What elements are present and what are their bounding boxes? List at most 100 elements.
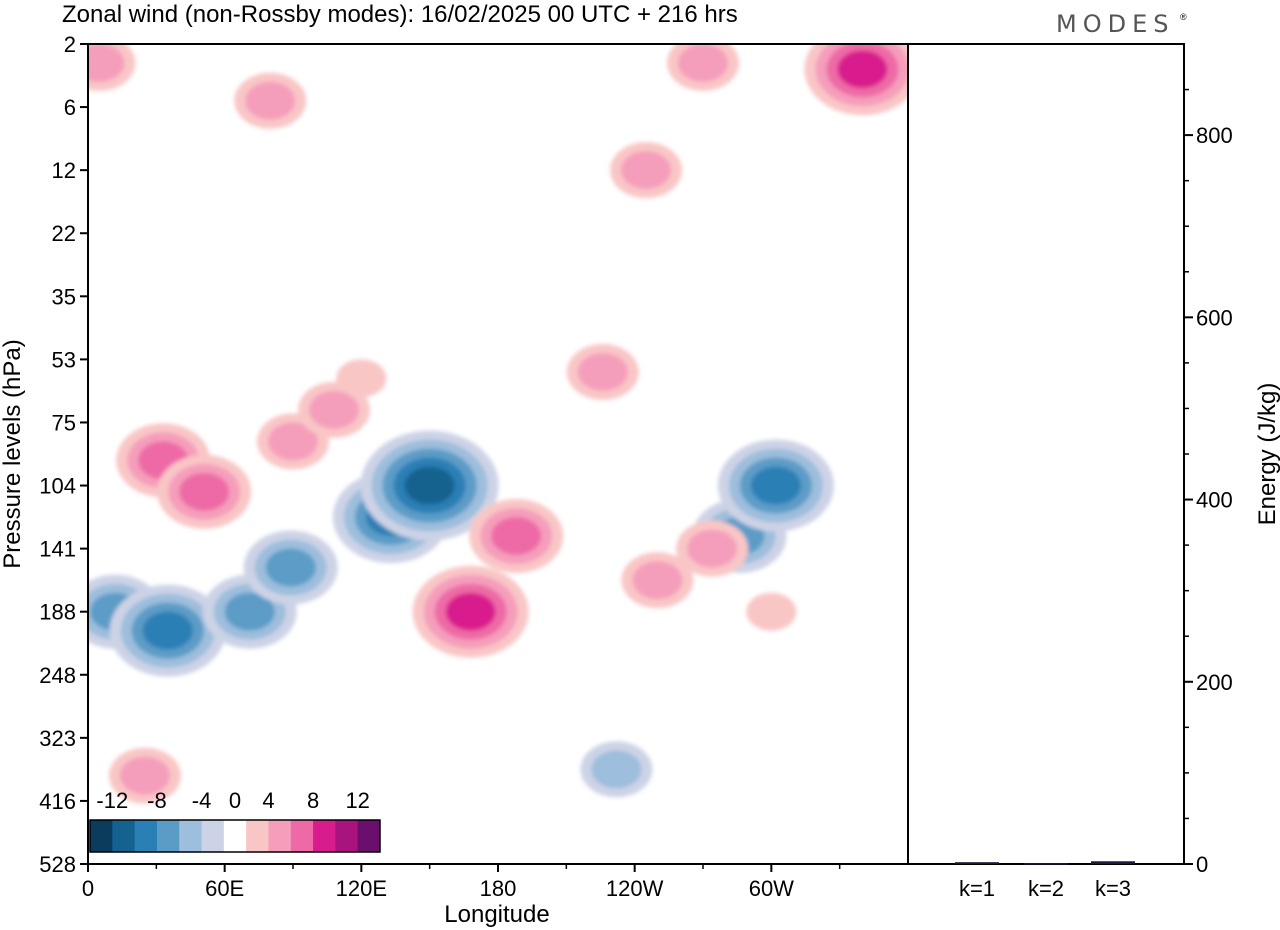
x-tick-label: 180 (480, 876, 517, 901)
contour-level (491, 517, 542, 555)
contour-feature (667, 44, 739, 91)
y-axis-label: Pressure levels (hPa) (0, 339, 26, 568)
y-tick-label: 35 (52, 284, 76, 309)
contour-level (179, 472, 230, 511)
contour-level (750, 466, 801, 505)
colorbar-swatch (357, 820, 381, 852)
contour-level (746, 592, 797, 631)
contour-level (404, 466, 455, 505)
logo-registered-mark: ® (1180, 12, 1187, 22)
energy-tick-label: 400 (1196, 488, 1233, 513)
energy-tick-label: 600 (1196, 305, 1233, 330)
y-tick-label: 53 (52, 347, 76, 372)
contour-level (245, 81, 296, 120)
colorbar-label: 8 (307, 788, 319, 813)
colorbar-swatch (134, 820, 158, 852)
heatmap-panel: 0 60E 120E 180 120W 60W 2 6 12 22 35 53 75 104 141 188… (0, 32, 990, 928)
contour-level (911, 331, 983, 387)
y-tick-label: 141 (39, 537, 76, 562)
contour-level (918, 659, 990, 715)
x-axis-label: Longitude (444, 901, 549, 928)
contour-feature (610, 142, 683, 199)
energy-category-label: k=2 (1028, 876, 1064, 901)
contour-feature (469, 499, 564, 573)
colorbar-swatch (335, 820, 359, 852)
contour-feature (234, 72, 307, 129)
contour-feature (157, 454, 252, 529)
contour-level (268, 422, 318, 461)
colorbar-label: -8 (147, 788, 167, 813)
contour-level (678, 44, 728, 82)
contour-feature (109, 584, 226, 677)
x-tick-label: 120W (606, 876, 664, 901)
y-tick-label: 12 (52, 158, 76, 183)
x-tick-label: 0 (82, 876, 94, 901)
colorbar-swatch (246, 820, 269, 852)
x-tick-label: 60E (205, 876, 244, 901)
colorbar-label: -4 (192, 788, 212, 813)
contour-feature (918, 659, 990, 715)
contour-level (591, 750, 642, 789)
energy-tick-label: 200 (1196, 670, 1233, 695)
y-tick-label: 416 (39, 789, 76, 814)
colorbar-frame (89, 819, 381, 853)
contour-level (224, 592, 275, 631)
colorbar-swatch (268, 820, 292, 852)
contour-level (621, 151, 672, 190)
contour-level (837, 50, 888, 89)
contour-level (142, 611, 193, 650)
contour-feature (621, 552, 694, 609)
energy-axis-label: Energy (J/kg) (1254, 383, 1280, 526)
colorbar-swatch (156, 820, 180, 852)
energy-bars: k=1 k=2 k=3 (955, 861, 1135, 901)
y-tick-label: 22 (52, 221, 76, 246)
contour-feature (580, 741, 653, 798)
contour-level (336, 359, 387, 398)
y-tick-label: 75 (52, 410, 76, 435)
colorbar-label: 12 (345, 788, 369, 813)
colorbar-swatch (290, 820, 314, 852)
contour-feature (108, 747, 181, 804)
y-tick-label: 2 (64, 32, 76, 57)
energy-axis-ticks: 0 200 400 600 800 (1184, 88, 1233, 877)
contour-feature (360, 430, 499, 541)
contour-feature (676, 520, 749, 577)
contour-feature (746, 592, 797, 631)
contour-feature (88, 44, 136, 91)
contour-level (309, 390, 359, 429)
contour-feature (911, 331, 983, 387)
y-tick-label: 6 (64, 95, 76, 120)
energy-tick-label: 800 (1196, 123, 1233, 148)
contour-level (929, 668, 979, 706)
y-tick-label: 528 (39, 852, 76, 877)
energy-tick-label: 0 (1196, 852, 1208, 877)
colorbar-label: 4 (262, 788, 274, 813)
modes-logo: MODES (1056, 10, 1174, 38)
colorbar-swatch (313, 820, 336, 852)
x-axis-ticks: 0 60E 120E 180 120W 60W (82, 864, 841, 901)
energy-category-label: k=1 (959, 876, 995, 901)
colorbar-swatch (223, 820, 247, 852)
energy-panel: k=1 k=2 k=3 0 200 400 600 800 Energy (J/kg) (907, 43, 1280, 901)
contour-level (119, 756, 170, 795)
contour-feature (717, 439, 834, 532)
contour-level (687, 529, 738, 568)
contour-level (445, 592, 496, 631)
colorbar-swatch (112, 820, 136, 852)
contour-feature (412, 565, 529, 658)
energy-bar (955, 862, 999, 864)
x-tick-label: 60W (749, 876, 794, 901)
colorbar-label: 0 (229, 788, 241, 813)
contour-feature (566, 344, 639, 400)
x-tick-label: 120E (336, 876, 387, 901)
contour-level (922, 340, 972, 378)
y-tick-label: 248 (39, 663, 76, 688)
y-tick-label: 188 (39, 600, 76, 625)
energy-bar (1091, 861, 1135, 864)
chart-title: Zonal wind (non-Rossby modes): 16/02/202… (62, 1, 738, 28)
contour-feature (336, 359, 387, 398)
y-axis-ticks: 2 6 12 22 35 53 75 104 141 188 248 323 416 528 (39, 32, 88, 877)
contour-level (577, 353, 628, 391)
colorbar-swatch (179, 820, 203, 852)
